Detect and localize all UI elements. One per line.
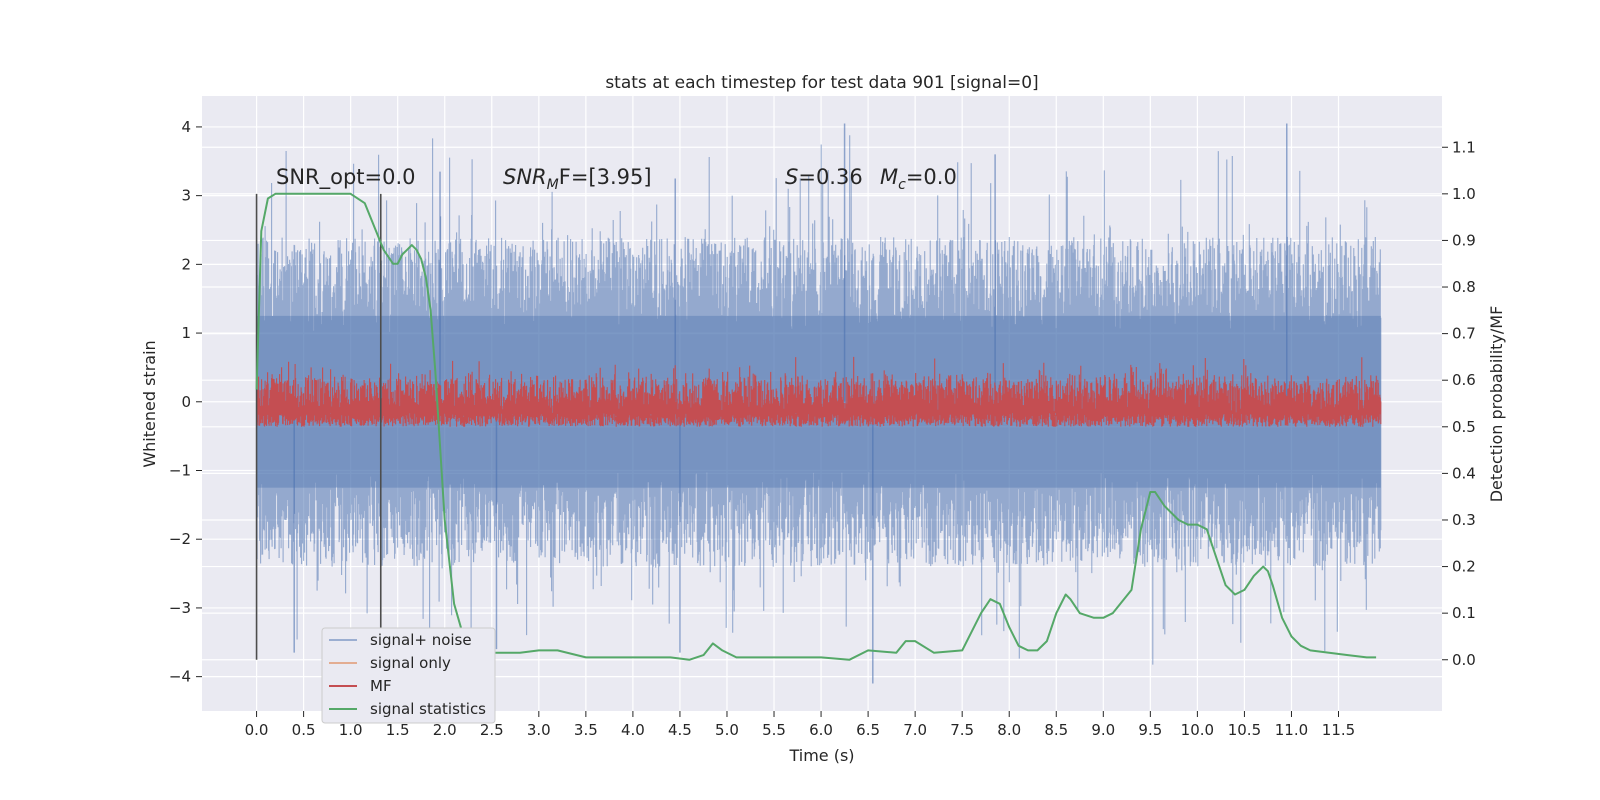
signal-statistics-line	[255, 192, 1377, 661]
annotation-mc: Mc=0.0	[880, 165, 957, 193]
legend-label-statistics: signal statistics	[370, 700, 486, 718]
y2-tick-label: 0.2	[1452, 558, 1476, 576]
y-tick-label: 3	[181, 187, 191, 205]
x-tick-label: 3.0	[527, 721, 551, 739]
y2-ticks: 1.1 1.0 0.9 0.8 0.7 0.6 0.5 0.4 0.3 0.2 0.1 0.0	[1442, 138, 1476, 669]
x-tick-label: 0.5	[292, 721, 316, 739]
y-tick-label: 4	[181, 118, 191, 136]
legend-box	[321, 627, 496, 724]
annotation-s: S=0.36	[785, 165, 863, 189]
y-tick-label: −4	[169, 668, 191, 686]
x-tick-label: 10.5	[1228, 721, 1261, 739]
x-tick-label: 10.0	[1181, 721, 1214, 739]
legend-label-noise: signal+ noise	[370, 631, 472, 649]
x-tick-label: 9.0	[1091, 721, 1115, 739]
y2-tick-label: 0.9	[1452, 231, 1476, 249]
y2-tick-label: 0.1	[1452, 604, 1476, 622]
y2-tick-label: 0.6	[1452, 371, 1476, 389]
signal-statistics-series	[255, 192, 1377, 661]
y-axis-label: Whitened strain	[140, 340, 159, 467]
x-tick-label: 9.5	[1138, 721, 1162, 739]
y2-axis-label: Detection probability/MF	[1487, 306, 1506, 503]
chart-title: stats at each timestep for test data 901…	[605, 73, 1038, 93]
y-tick-label: 1	[181, 324, 191, 342]
y2-tick-label: 0.7	[1452, 325, 1476, 343]
x-tick-label: 1.0	[339, 721, 363, 739]
annotation-snr-mf: SNRMF=[3.95]	[503, 165, 652, 193]
y-tick-label: −1	[169, 461, 191, 479]
x-tick-label: 5.0	[715, 721, 739, 739]
x-tick-label: 8.0	[997, 721, 1021, 739]
x-tick-label: 0.0	[245, 721, 269, 739]
x-tick-label: 4.0	[621, 721, 645, 739]
legend-label-signal-only: signal only	[370, 654, 451, 672]
x-tick-label: 1.5	[386, 721, 410, 739]
y-tick-label: −2	[169, 530, 191, 548]
x-tick-label: 8.5	[1044, 721, 1068, 739]
x-tick-label: 6.0	[809, 721, 833, 739]
y-tick-label: 0	[181, 393, 191, 411]
y-tick-label: −3	[169, 599, 191, 617]
y2-tick-label: 0.4	[1452, 464, 1476, 482]
x-tick-label: 3.5	[574, 721, 598, 739]
x-tick-label: 7.0	[903, 721, 927, 739]
y2-tick-label: 0.0	[1452, 651, 1476, 669]
y2-tick-label: 0.3	[1452, 511, 1476, 529]
x-tick-label: 2.5	[480, 721, 504, 739]
x-tick-label: 7.5	[950, 721, 974, 739]
y2-tick-label: 0.8	[1452, 278, 1476, 296]
annotation-snr-opt: SNR_opt=0.0	[276, 165, 416, 190]
legend-label-mf: MF	[370, 677, 392, 695]
x-tick-label: 6.5	[856, 721, 880, 739]
y2-tick-label: 0.5	[1452, 418, 1476, 436]
y-ticks: 4 3 2 1 0 −1 −2 −3 −4	[169, 118, 202, 686]
x-tick-label: 5.5	[762, 721, 786, 739]
x-tick-label: 11.5	[1322, 721, 1355, 739]
x-tick-label: 11.0	[1275, 721, 1308, 739]
y2-tick-label: 1.0	[1452, 185, 1476, 203]
y-tick-label: 2	[181, 255, 191, 273]
x-tick-label: 2.0	[433, 721, 457, 739]
x-axis-label: Time (s)	[788, 746, 854, 765]
legend: signal+ noise signal only MF signal stat…	[321, 627, 496, 724]
x-ticks: 0.0 0.5 1.0 1.5 2.0 2.5 3.0 3.5 4.0 4.5 5.0 5.5 6.0 6…	[245, 711, 1355, 739]
marker-lines	[255, 193, 382, 660]
x-tick-label: 4.5	[668, 721, 692, 739]
y2-tick-label: 1.1	[1452, 138, 1476, 156]
